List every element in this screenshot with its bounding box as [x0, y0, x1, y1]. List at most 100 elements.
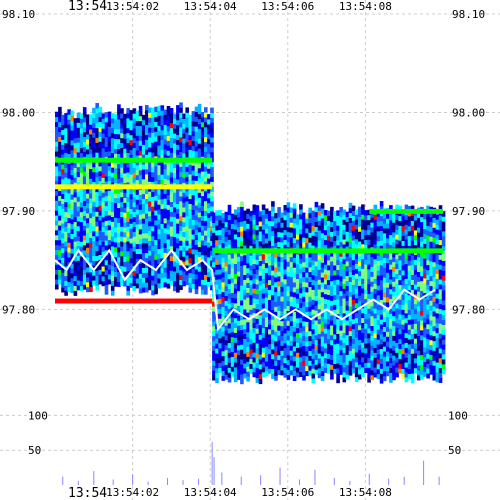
heatmap-cell — [221, 316, 226, 322]
heatmap-cell — [129, 213, 134, 219]
heatmap-cell — [323, 274, 328, 280]
heatmap-cell — [233, 288, 238, 294]
heatmap-cell — [227, 318, 232, 324]
heatmap-cell — [160, 125, 165, 131]
heatmap-cell — [370, 212, 374, 218]
heatmap-cell — [179, 151, 183, 158]
heatmap-cell — [339, 212, 343, 218]
heatmap-cell — [107, 195, 112, 201]
heatmap-cell — [323, 357, 328, 364]
heatmap-cell — [218, 239, 222, 245]
heatmap-cell — [185, 176, 189, 182]
heatmap-cell — [339, 266, 343, 272]
heatmap-cell — [70, 199, 75, 205]
heatmap-cell — [373, 362, 378, 368]
heatmap-cell — [330, 251, 334, 257]
heatmap-cell — [185, 225, 189, 231]
heatmap-cell — [246, 331, 250, 338]
heatmap-cell — [268, 225, 272, 231]
heatmap-cell — [233, 293, 238, 299]
heatmap-cell — [163, 173, 168, 179]
heatmap-cell — [246, 267, 250, 274]
heatmap-cell — [348, 237, 353, 243]
heatmap-cell — [274, 237, 278, 243]
heatmap-cell — [221, 370, 226, 376]
heatmap-cell — [233, 229, 238, 235]
heatmap-cell — [283, 254, 288, 260]
heatmap-cell — [227, 323, 232, 329]
heatmap-cell — [117, 178, 121, 184]
heatmap-cell — [283, 362, 288, 368]
heatmap-cell — [132, 162, 137, 168]
heatmap-cell — [221, 360, 226, 367]
heatmap-cell — [79, 187, 84, 193]
heatmap-cell — [188, 119, 193, 126]
heatmap-cell — [311, 343, 316, 349]
heatmap-cell — [132, 142, 137, 149]
heatmap-cell — [429, 369, 433, 375]
heatmap-cell — [176, 154, 180, 160]
heatmap-cell — [120, 275, 124, 281]
heatmap-cell — [289, 212, 294, 218]
heatmap-cell — [327, 319, 331, 325]
heatmap-cell — [67, 148, 71, 155]
heatmap-cell — [264, 262, 269, 269]
heatmap-cell — [163, 178, 168, 184]
heatmap-cell — [224, 305, 229, 311]
heatmap-cell — [200, 126, 205, 133]
heatmap-cell — [289, 335, 294, 341]
heatmap-cell — [114, 276, 118, 282]
heatmap-cell — [138, 238, 143, 245]
heatmap-cell — [132, 172, 137, 178]
heatmap-cell — [342, 376, 347, 383]
heatmap-cell — [148, 117, 152, 123]
heatmap-cell — [392, 315, 396, 322]
heatmap-cell — [364, 224, 368, 231]
heatmap-cell — [249, 240, 253, 246]
heatmap-cell — [107, 160, 112, 167]
heatmap-cell — [64, 255, 68, 262]
heatmap-cell — [379, 319, 384, 325]
heatmap-cell — [166, 258, 171, 264]
heatmap-cell — [342, 258, 347, 265]
heatmap-cell — [261, 204, 266, 210]
heatmap-cell — [98, 279, 103, 285]
heatmap-cell — [148, 235, 152, 241]
heatmap-cell — [258, 216, 263, 222]
heatmap-cell — [367, 357, 371, 363]
heatmap-cell — [117, 128, 121, 135]
heatmap-cell — [305, 223, 309, 229]
heatmap-cell — [194, 234, 199, 240]
heatmap-cell — [148, 166, 152, 172]
heatmap-cell — [224, 359, 229, 365]
heatmap-cell — [173, 172, 177, 178]
heatmap-cell — [89, 153, 93, 160]
heatmap-cell — [79, 280, 84, 287]
heatmap-cell — [221, 291, 226, 298]
heatmap-cell — [302, 237, 306, 243]
heatmap-cell — [302, 227, 306, 233]
heatmap-cell — [435, 372, 440, 378]
heatmap-cell — [274, 316, 278, 322]
heatmap-cell — [252, 229, 257, 235]
heatmap-cell — [221, 237, 226, 243]
heatmap-cell — [221, 301, 226, 307]
heatmap-cell — [176, 272, 180, 278]
heatmap-cell — [280, 237, 284, 243]
heatmap-cell — [243, 225, 247, 231]
heatmap-cell — [160, 213, 165, 219]
heatmap-cell — [395, 268, 399, 275]
heatmap-cell — [351, 318, 356, 325]
heatmap-cell — [441, 211, 446, 217]
heatmap-cell — [423, 317, 427, 323]
heatmap-cell — [227, 377, 232, 383]
heatmap-cell — [76, 147, 81, 153]
heatmap-cell — [148, 240, 152, 246]
heatmap-cell — [330, 236, 334, 242]
heatmap-cell — [432, 232, 437, 238]
heatmap-cell — [207, 227, 211, 233]
heatmap-cell — [386, 370, 390, 377]
heatmap-cell — [295, 367, 300, 373]
heatmap-cell — [145, 247, 149, 254]
heatmap-cell — [401, 324, 406, 330]
